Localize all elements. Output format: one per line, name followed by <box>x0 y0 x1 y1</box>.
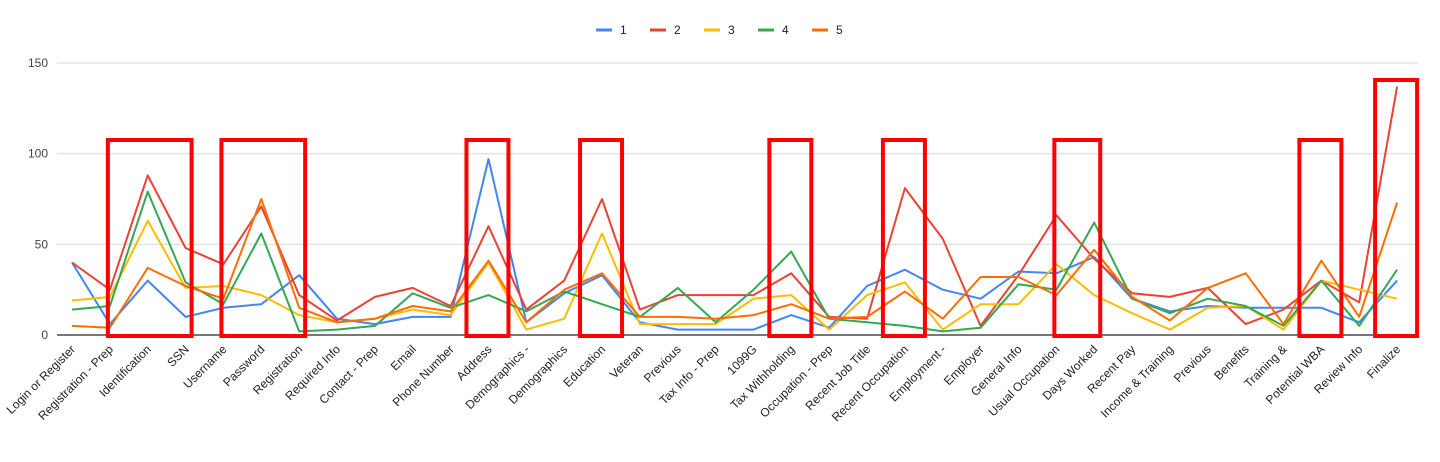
x-tick-label: Finalize <box>1364 342 1403 381</box>
highlight-box <box>1052 138 1103 338</box>
legend-label-3: 3 <box>728 23 735 37</box>
highlight-box <box>219 138 308 338</box>
y-tick-label: 50 <box>35 237 49 251</box>
y-tick-label: 100 <box>28 147 48 161</box>
legend-label-1: 1 <box>620 23 627 37</box>
y-axis-ticks: 0 50 100 150 <box>28 56 48 342</box>
legend-label-4: 4 <box>782 23 789 37</box>
x-tick-label: Login or Register <box>4 342 79 417</box>
highlight-box <box>1373 78 1420 338</box>
highlight-box <box>767 138 814 338</box>
series-line-4 <box>71 190 1398 333</box>
highlight-box <box>1297 138 1344 338</box>
legend: 1 2 3 4 5 <box>596 23 843 37</box>
highlight-box <box>578 138 625 338</box>
y-tick-label: 150 <box>28 56 48 70</box>
legend-label-2: 2 <box>674 23 681 37</box>
highlight-box <box>105 138 194 338</box>
x-tick-label: Previous <box>1171 342 1214 385</box>
highlight-box <box>464 138 511 338</box>
highlight-box <box>880 138 927 338</box>
x-tick-label: Recent Job Title <box>802 342 873 413</box>
y-tick-label: 0 <box>41 328 48 342</box>
highlight-boxes <box>105 78 1420 338</box>
x-tick-label: 1099G <box>724 342 759 377</box>
x-tick-label: Email <box>388 342 419 373</box>
series-line-5 <box>71 198 1399 329</box>
series-line-2 <box>71 86 1399 327</box>
x-tick-label: Income & Training <box>1098 342 1176 420</box>
series-lines <box>71 86 1399 333</box>
legend-label-5: 5 <box>836 23 843 37</box>
x-tick-label: SSN <box>164 342 191 369</box>
series-line-3 <box>71 219 1398 331</box>
x-tick-label: Education <box>561 342 609 390</box>
